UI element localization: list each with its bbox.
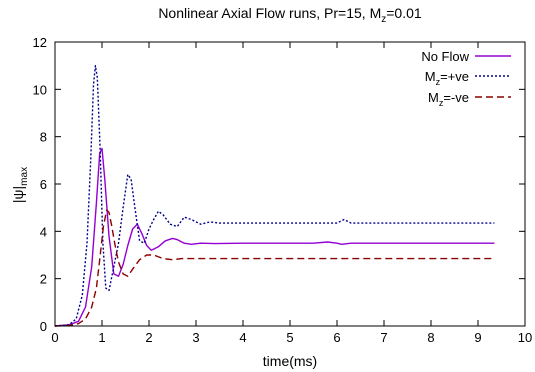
x-tick-label: 0 — [51, 330, 58, 345]
x-tick-label: 9 — [474, 330, 481, 345]
legend-label-2: Mz=+ve — [425, 69, 469, 87]
y-tick-label: 0 — [40, 319, 47, 334]
x-tick-label: 6 — [333, 330, 340, 345]
x-tick-label: 3 — [192, 330, 199, 345]
y-tick-label: 12 — [33, 35, 47, 50]
y-tick-label: 4 — [40, 224, 47, 239]
x-tick-label: 2 — [145, 330, 152, 345]
x-tick-label: 8 — [427, 330, 434, 345]
x-axis-label: time(ms) — [263, 353, 317, 369]
legend-label-3: Mz=-ve — [428, 90, 469, 108]
x-tick-label: 4 — [239, 330, 246, 345]
plot-frame — [54, 41, 526, 327]
y-tick-label: 8 — [40, 130, 47, 145]
x-tick-label: 10 — [518, 330, 532, 345]
series-line-3 — [54, 209, 495, 327]
y-tick-label: 2 — [40, 272, 47, 287]
x-tick-label: 5 — [286, 330, 293, 345]
y-tick-label: 6 — [40, 177, 47, 192]
y-axis-label: |ψ|max — [10, 167, 30, 203]
x-tick-label: 7 — [380, 330, 387, 345]
series-line-1 — [54, 147, 495, 327]
x-tick-label: 1 — [98, 330, 105, 345]
legend: No Flow Mz=+ve Mz=-ve — [421, 49, 511, 108]
series-line-2 — [54, 64, 495, 327]
chart-title: Nonlinear Axial Flow runs, Pr=15, Mz=0.0… — [158, 5, 422, 25]
y-tick-label: 10 — [33, 82, 47, 97]
legend-label-1: No Flow — [421, 49, 469, 64]
